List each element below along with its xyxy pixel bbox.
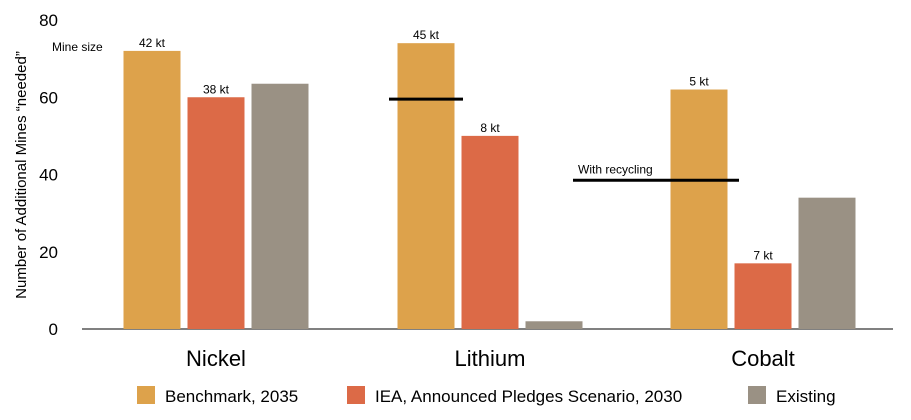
legend: Benchmark, 2035 IEA, Announced Pledges Sc… bbox=[137, 386, 836, 406]
y-tick-label: 40 bbox=[39, 166, 58, 185]
bar-nickel-series-2 bbox=[251, 83, 309, 329]
with-recycling-annotation: With recycling bbox=[578, 162, 653, 176]
x-category-label: Lithium bbox=[455, 346, 526, 371]
legend-label: IEA, Announced Pledges Scenario, 2030 bbox=[375, 387, 682, 406]
legend-swatch bbox=[137, 386, 155, 404]
y-tick-label: 60 bbox=[39, 88, 58, 107]
bar-lithium-series-1 bbox=[461, 135, 519, 329]
x-category-label: Nickel bbox=[186, 346, 246, 371]
y-axis-label: Number of Additional Mines “needed” bbox=[13, 51, 30, 299]
bar-data-label: 7 kt bbox=[753, 248, 773, 262]
y-tick-label: 20 bbox=[39, 243, 58, 262]
legend-label: Existing bbox=[776, 387, 836, 406]
bar-data-label: 5 kt bbox=[689, 75, 709, 89]
annotations: Mine size With recycling bbox=[52, 40, 739, 182]
y-tick-label: 80 bbox=[39, 11, 58, 30]
bar-cobalt-series-1 bbox=[734, 263, 792, 329]
bar-data-label: 45 kt bbox=[413, 28, 440, 42]
bar-data-label: 8 kt bbox=[480, 121, 500, 135]
bar-lithium-series-2 bbox=[525, 321, 583, 329]
legend-swatch bbox=[748, 386, 766, 404]
bar-data-label: 42 kt bbox=[139, 36, 166, 50]
legend-label: Benchmark, 2035 bbox=[165, 387, 298, 406]
x-category-label: Cobalt bbox=[731, 346, 795, 371]
bar-lithium-series-0 bbox=[397, 43, 455, 330]
bar-cobalt-series-2 bbox=[798, 197, 856, 329]
bar-nickel-series-0 bbox=[123, 50, 181, 330]
bar-data-label: 38 kt bbox=[203, 82, 230, 96]
mine-size-annotation: Mine size bbox=[52, 40, 103, 54]
bar-cobalt-series-0 bbox=[670, 89, 728, 330]
legend-swatch bbox=[347, 386, 365, 404]
y-tick-label: 0 bbox=[49, 320, 58, 339]
y-axis: 0 20 40 60 80 bbox=[39, 11, 58, 339]
bar-nickel-series-1 bbox=[187, 97, 245, 329]
bars: 42 kt 38 kt Nickel 45 kt 8 kt Lithium 5 kt 7 kt… bbox=[123, 28, 856, 371]
